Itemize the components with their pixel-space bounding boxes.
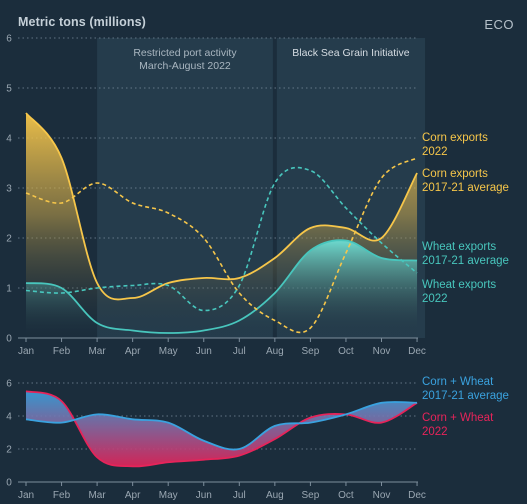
bottom-y-tick: 2 — [6, 445, 12, 456]
bottom-x-tick: Feb — [53, 490, 71, 501]
combo-2022-line — [25, 390, 418, 468]
corn-2022-line — [25, 112, 418, 301]
bottom-x-tick: Jun — [196, 490, 212, 501]
corn-avg-dashed-line — [25, 157, 418, 334]
bottom-x-tick: Nov — [373, 490, 391, 501]
bottom-x-tick: May — [159, 490, 178, 501]
top-x-tick: Sep — [302, 346, 320, 357]
top-y-tick: 2 — [6, 234, 12, 245]
top-x-tick: Mar — [88, 346, 106, 357]
legend-corn-avg: Corn exports — [422, 168, 488, 180]
top-y-tick: 5 — [6, 84, 12, 95]
top-x-tick: Jan — [18, 346, 34, 357]
bottom-x-tick: Dec — [408, 490, 426, 501]
top-x-tick: Nov — [373, 346, 391, 357]
wheat-2022-dashed-line — [25, 166, 418, 312]
shade-label-restricted: March-August 2022 — [139, 60, 231, 72]
top-x-tick: May — [159, 346, 178, 357]
legend-combo-avg: Corn + Wheat — [422, 376, 494, 388]
top-y-tick: 3 — [6, 184, 12, 195]
legend-corn-2022: Corn exports — [422, 132, 488, 144]
top-y-tick: 4 — [6, 134, 12, 145]
bottom-x-tick: Sep — [302, 490, 320, 501]
bottom-x-tick: Aug — [266, 490, 284, 501]
bottom-x-tick: Oct — [338, 490, 354, 501]
bottom-y-tick: 6 — [6, 379, 12, 390]
top-x-tick: Oct — [338, 346, 354, 357]
legend-combo-avg: 2017-21 average — [422, 390, 509, 402]
wheat-avg-area — [26, 240, 418, 338]
top-y-tick: 0 — [6, 334, 12, 345]
bottom-x-tick: Apr — [125, 490, 141, 501]
combo-avg-line — [25, 401, 418, 451]
top-y-tick: 6 — [6, 34, 12, 45]
bottom-x-tick: Jul — [233, 490, 246, 501]
legend-wheat-avg: 2017-21 average — [422, 255, 509, 267]
wheat-avg-line — [25, 239, 418, 334]
top-x-tick: Feb — [53, 346, 71, 357]
y-axis-title: Metric tons (millions) — [18, 15, 146, 29]
top-x-tick: Apr — [125, 346, 141, 357]
bottom-y-tick: 0 — [6, 478, 12, 489]
legend-corn-avg: 2017-21 average — [422, 182, 509, 194]
top-x-tick: Jul — [233, 346, 246, 357]
legend-combo-2022: Corn + Wheat — [422, 412, 494, 424]
brand-logo: ECO — [484, 17, 514, 32]
legend-corn-2022: 2022 — [422, 146, 448, 158]
top-x-tick: Aug — [266, 346, 284, 357]
bottom-x-tick: Jan — [18, 490, 34, 501]
combo-band-area — [26, 391, 418, 467]
bottom-x-tick: Mar — [88, 490, 106, 501]
shade-label-grain-initiative: Black Sea Grain Initiative — [292, 47, 409, 59]
legend-wheat-2022: Wheat exports — [422, 279, 496, 291]
legend-combo-2022: 2022 — [422, 426, 448, 438]
legend-wheat-avg: Wheat exports — [422, 241, 496, 253]
bottom-y-tick: 4 — [6, 412, 12, 423]
legend-wheat-2022: 2022 — [422, 293, 448, 305]
top-y-tick: 1 — [6, 284, 12, 295]
shade-label-restricted: Restricted port activity — [133, 47, 237, 59]
top-x-tick: Jun — [196, 346, 212, 357]
top-x-tick: Dec — [408, 346, 426, 357]
